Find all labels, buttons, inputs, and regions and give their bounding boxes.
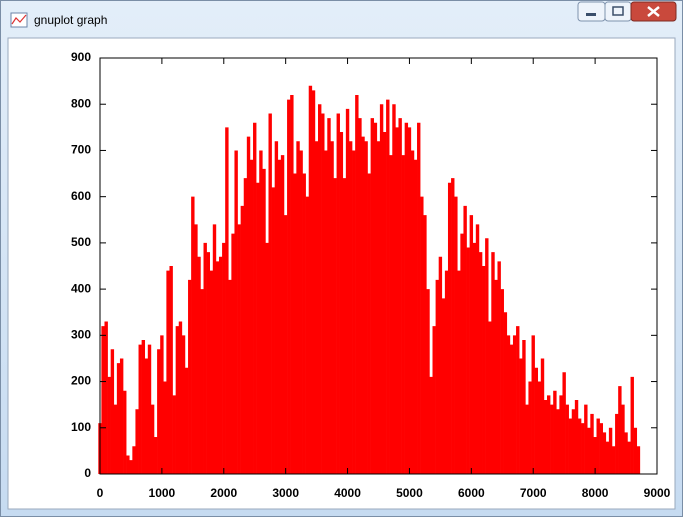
x-tick-label: 2000 — [210, 486, 237, 500]
y-tick-label: 500 — [71, 235, 91, 249]
y-tick-label: 0 — [84, 466, 91, 480]
x-tick-label: 8000 — [582, 486, 609, 500]
window-title: gnuplot graph — [34, 13, 107, 27]
y-tick-label: 100 — [71, 420, 91, 434]
x-tick-label: 5000 — [396, 486, 423, 500]
x-tick-label: 6000 — [458, 486, 485, 500]
y-tick-label: 700 — [71, 143, 91, 157]
y-tick-label: 900 — [71, 50, 91, 64]
x-tick-label: 9000 — [644, 486, 671, 500]
y-tick-label: 600 — [71, 189, 91, 203]
plot-border — [99, 57, 658, 475]
x-tick-label: 3000 — [272, 486, 299, 500]
minimize-button[interactable] — [577, 1, 606, 22]
y-tick-label: 400 — [71, 281, 91, 295]
x-tick-label: 7000 — [520, 486, 547, 500]
y-tick-label: 200 — [71, 374, 91, 388]
x-tick-label: 0 — [97, 486, 104, 500]
y-tick-label: 800 — [71, 96, 91, 110]
x-tick-label: 4000 — [334, 486, 361, 500]
x-tick-label: 1000 — [149, 486, 176, 500]
maximize-button[interactable] — [604, 1, 632, 22]
close-button[interactable] — [630, 1, 677, 22]
app-icon — [10, 12, 28, 28]
y-tick-label: 300 — [71, 328, 91, 342]
